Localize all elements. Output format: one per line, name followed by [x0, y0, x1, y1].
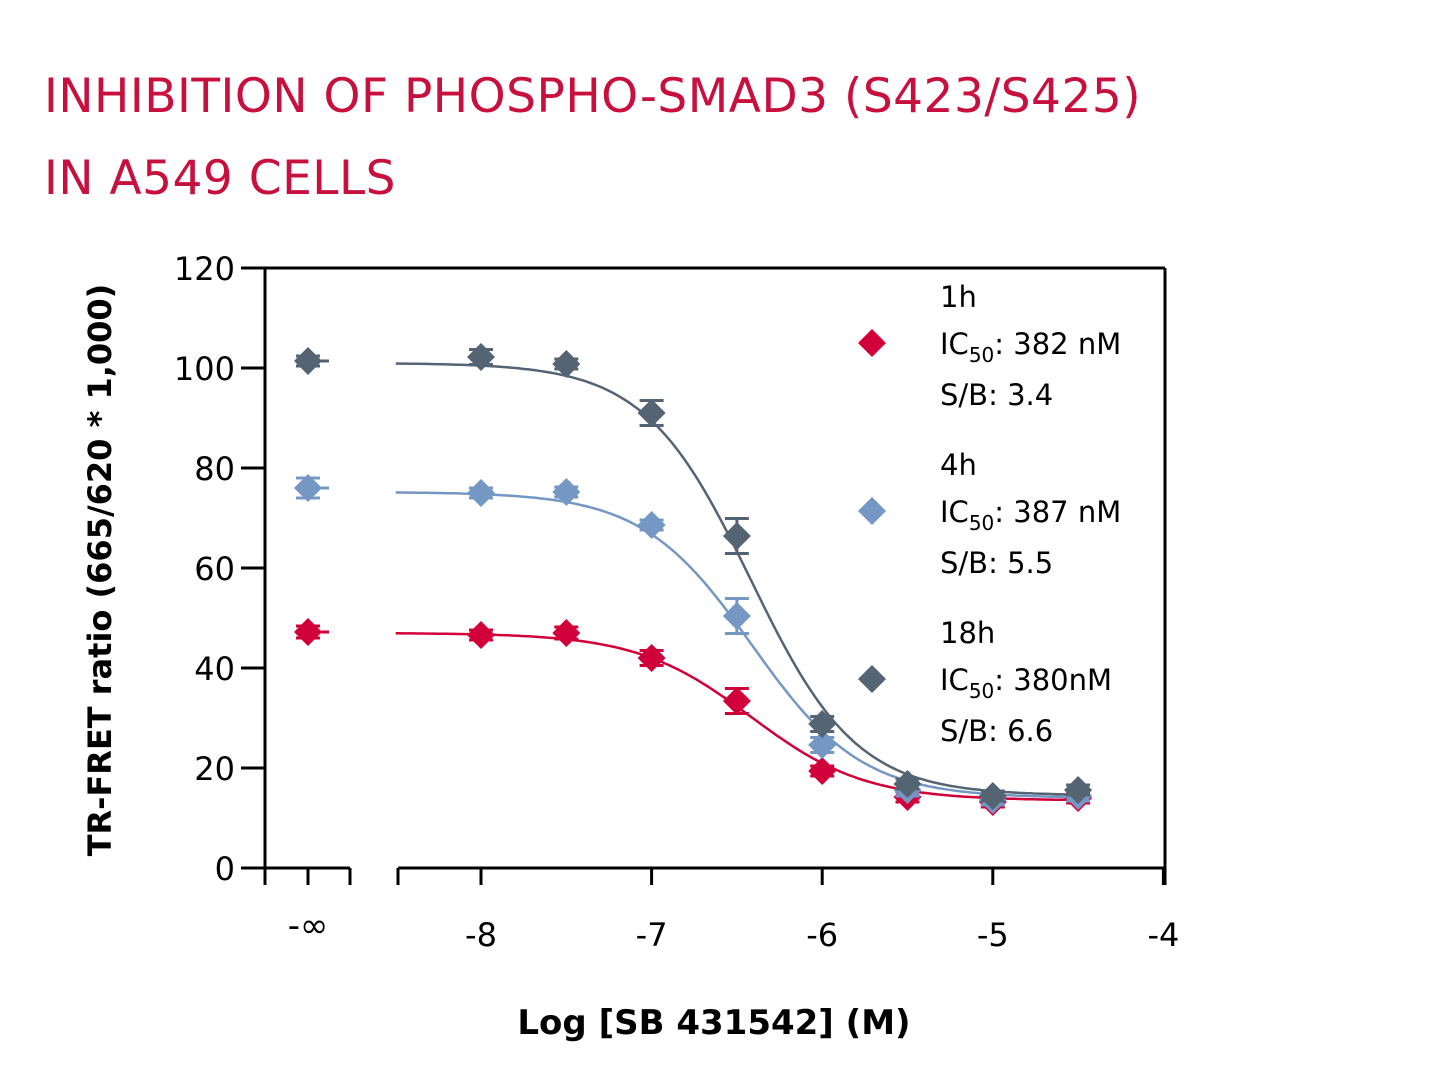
- data-point-4h: [467, 479, 495, 507]
- y-tick-label: 120: [174, 250, 235, 288]
- y-tick-label: 0: [215, 850, 235, 888]
- x-tick-label: -6: [806, 916, 838, 954]
- data-point-1h: [722, 687, 751, 715]
- legend-label-18h: 18h: [940, 616, 995, 650]
- legend-ic50-18h: IC50: 380nM: [940, 663, 1112, 703]
- x-axis-label: Log [SB 431542] (M): [517, 1003, 910, 1043]
- data-point-18h: [978, 782, 1007, 810]
- y-axis-label: TR-FRET ratio (665/620 * 1,000): [81, 284, 119, 857]
- data-point-4h: [294, 474, 322, 502]
- x-tick-label-neg-infinity: -∞: [288, 906, 329, 946]
- legend-ic50-1h: IC50: 382 nM: [940, 327, 1121, 367]
- data-point-18h: [808, 710, 837, 738]
- data-point-18h: [1064, 776, 1093, 804]
- data-point-1h: [467, 621, 495, 649]
- legend-label-4h: 4h: [940, 448, 977, 482]
- data-point-18h: [294, 347, 322, 375]
- data-point-18h: [893, 770, 922, 798]
- title-line-1: INHIBITION OF PHOSPHO-SMAD3 (S423/S425): [44, 69, 1142, 124]
- data-point-4h: [552, 478, 581, 506]
- legend-sb-18h: S/B: 6.6: [940, 714, 1053, 748]
- data-point-1h: [294, 618, 322, 646]
- legend-label-1h: 1h: [940, 280, 977, 314]
- legend-sb-1h: S/B: 3.4: [940, 378, 1053, 412]
- data-point-1h: [637, 644, 666, 672]
- data-point-1h: [808, 757, 837, 785]
- legend-marker-1h: [858, 329, 886, 357]
- y-tick-label: 100: [174, 350, 235, 388]
- x-tick-label: -4: [1147, 916, 1179, 954]
- x-tick-label: -8: [465, 916, 497, 954]
- data-point-4h: [637, 511, 666, 539]
- data-point-18h: [552, 350, 581, 378]
- data-point-4h: [808, 731, 837, 759]
- legend-ic50-4h: IC50: 387 nM: [940, 495, 1121, 535]
- data-point-18h: [467, 343, 495, 371]
- y-tick-label: 80: [194, 450, 235, 488]
- data-point-18h: [722, 522, 751, 550]
- y-tick-label: 60: [194, 550, 235, 588]
- title-line-2: IN A549 CELLS: [44, 151, 396, 206]
- data-point-1h: [552, 619, 581, 647]
- x-tick-label: -5: [977, 916, 1009, 954]
- data-point-18h: [637, 399, 666, 427]
- chart-title: INHIBITION OF PHOSPHO-SMAD3 (S423/S425) …: [44, 56, 1141, 220]
- legend-marker-18h: [858, 665, 886, 693]
- data-point-4h: [722, 602, 751, 630]
- x-tick-label: -7: [636, 916, 668, 954]
- y-tick-label: 20: [194, 750, 235, 788]
- y-tick-label: 40: [194, 650, 235, 688]
- legend-marker-4h: [858, 497, 886, 525]
- legend-sb-4h: S/B: 5.5: [940, 546, 1053, 580]
